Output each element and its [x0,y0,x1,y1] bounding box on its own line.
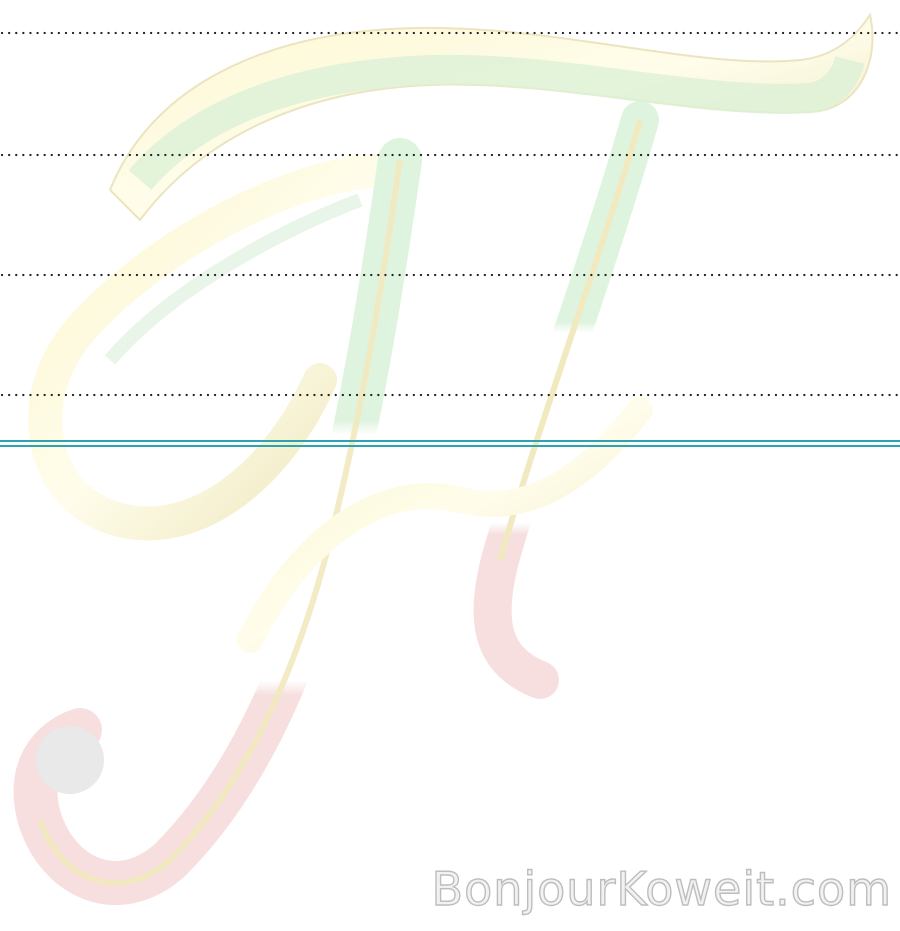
watermark-text: BonjourKoweit.com [432,862,892,916]
watermark-letter [36,15,873,883]
worksheet: BonjourKoweit.com [0,0,900,931]
